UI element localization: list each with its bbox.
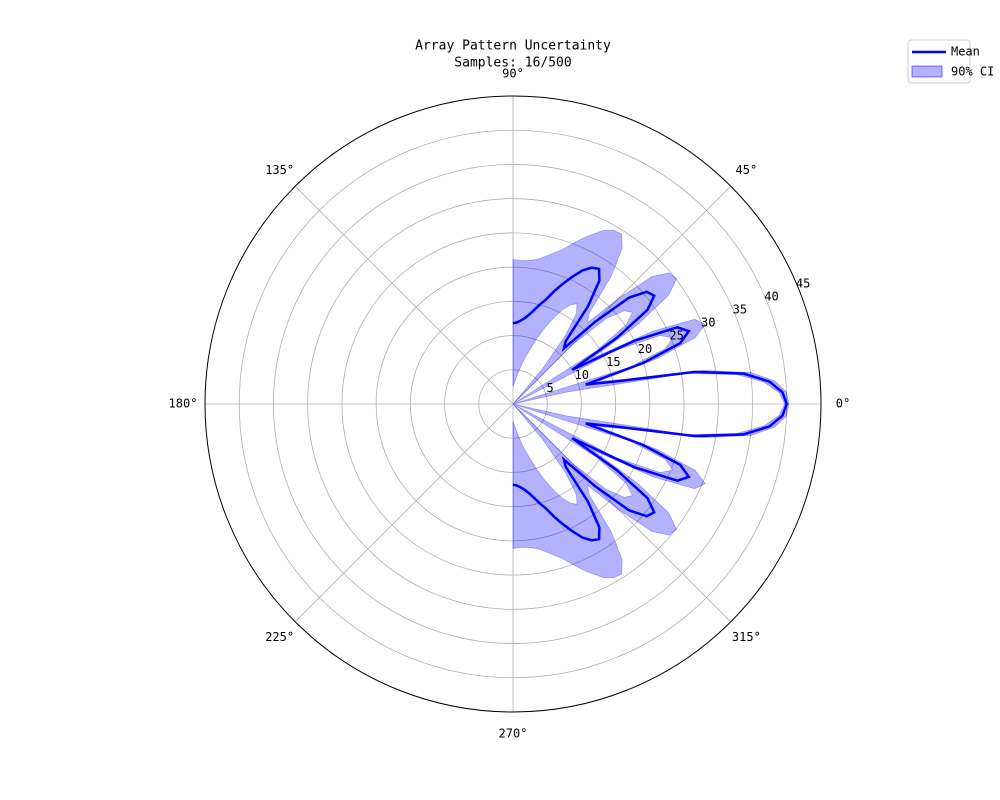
theta-tick-label: 225° [265,630,294,644]
r-tick-label: 15 [606,355,620,369]
theta-tick-label: 180° [169,397,198,411]
theta-tick-label: 270° [499,727,528,741]
r-tick-label: 35 [733,303,747,317]
legend-label: Mean [951,45,980,59]
r-tick-label: 10 [575,368,589,382]
r-grid-line [341,232,685,576]
r-grid-line [375,266,651,542]
r-grid-line [273,164,753,644]
theta-tick-label: 315° [732,630,761,644]
theta-tick-label: 45° [736,163,758,177]
r-tick-label: 30 [701,316,715,330]
r-tick-label: 20 [638,342,652,356]
theta-tick-label: 0° [836,397,850,411]
r-grid-line [307,198,719,610]
legend-swatch [911,65,943,78]
plot-area [512,229,790,579]
mean-line [512,266,789,542]
theta-tick-label: 90° [502,67,524,81]
r-tick-label: 40 [764,289,778,303]
theta-grid-line [294,185,514,405]
theta-grid-line [512,403,732,623]
axis-labels: 0° 45° 90° 135° 180° 225° 270° 315° 5 10 15 20 25 30 3… [169,67,851,741]
r-grid-line [444,335,582,473]
legend-label: 90% CI [951,65,994,79]
chart-title: Array Pattern Uncertainty [415,39,611,54]
legend: Mean 90% CI [907,39,994,84]
grid [204,95,822,713]
r-grid-line [409,300,617,508]
r-tick-label: 45 [796,276,810,290]
chart-subtitle: Samples: 16/500 [454,56,571,71]
theta-grid-line [294,403,514,623]
theta-tick-label: 135° [265,163,294,177]
polar-frame [204,95,822,713]
r-tick-label: 5 [547,381,554,395]
r-tick-label: 25 [669,329,683,343]
r-grid-line [478,369,548,439]
theta-grid-line [512,185,732,405]
